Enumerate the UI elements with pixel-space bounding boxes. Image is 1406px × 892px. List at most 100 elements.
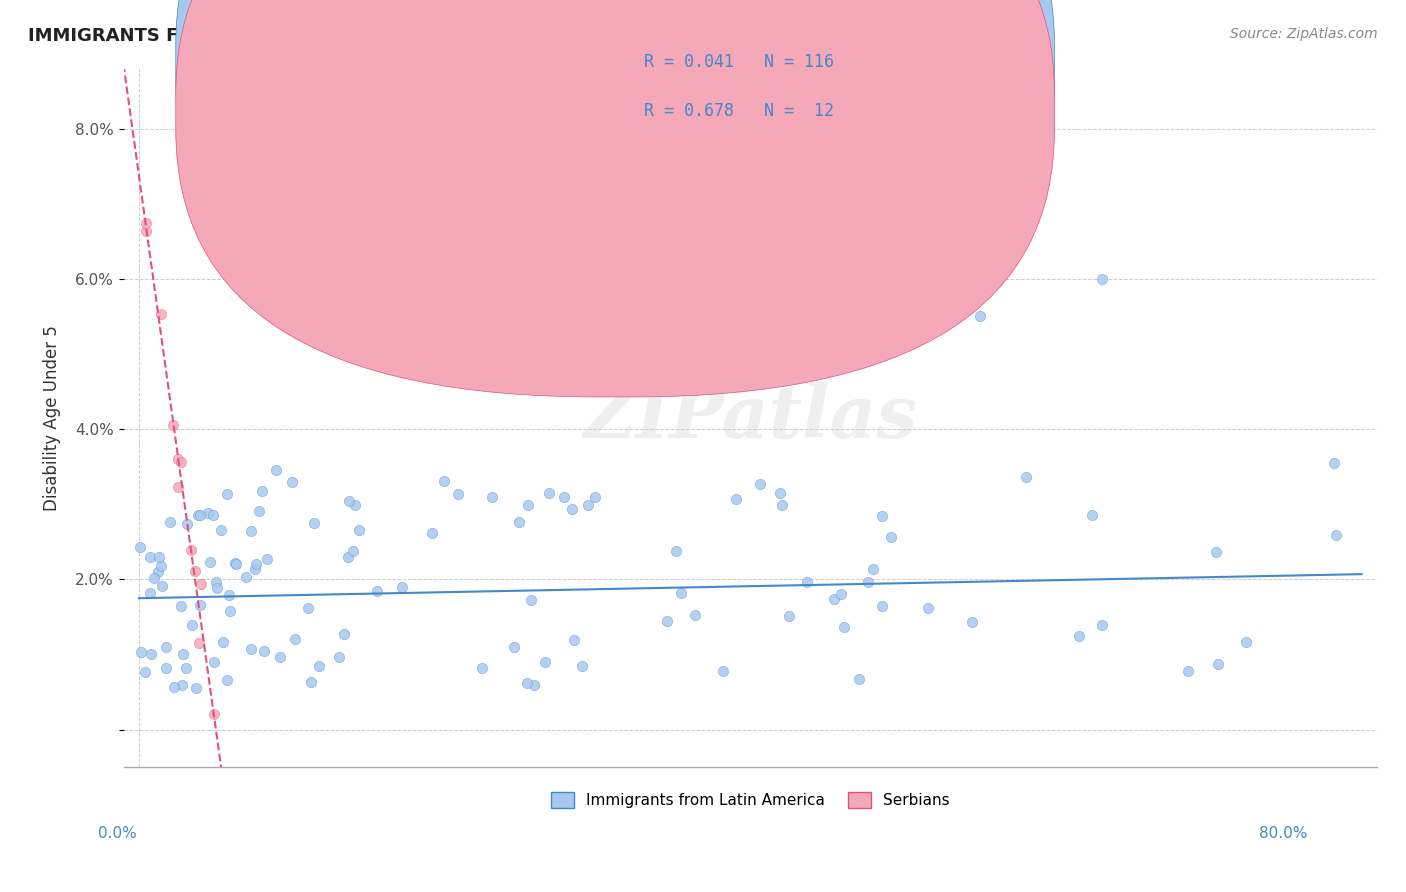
Point bbox=[302, 516, 325, 530]
Point bbox=[862, 562, 884, 576]
Legend: Immigrants from Latin America, Serbians: Immigrants from Latin America, Serbians bbox=[543, 784, 957, 815]
Point bbox=[571, 659, 593, 673]
Point bbox=[235, 569, 257, 583]
Point bbox=[447, 487, 470, 501]
Point bbox=[534, 655, 557, 669]
Point bbox=[1205, 545, 1227, 559]
Point bbox=[174, 661, 197, 675]
Point bbox=[553, 490, 575, 504]
Point bbox=[1234, 634, 1257, 648]
Point bbox=[969, 310, 991, 324]
Point bbox=[342, 544, 364, 558]
Point bbox=[796, 575, 818, 590]
Point bbox=[366, 584, 388, 599]
Point bbox=[155, 640, 177, 655]
Point bbox=[170, 599, 193, 613]
Point bbox=[917, 601, 939, 615]
Point bbox=[508, 516, 530, 530]
Point bbox=[769, 485, 792, 500]
Point bbox=[163, 680, 186, 694]
Point bbox=[870, 508, 893, 523]
Point bbox=[1177, 664, 1199, 678]
Point bbox=[253, 644, 276, 658]
Point bbox=[142, 571, 165, 585]
Point bbox=[149, 559, 172, 574]
Point bbox=[170, 678, 193, 692]
Point bbox=[188, 508, 211, 522]
Point bbox=[183, 564, 205, 578]
Point bbox=[188, 598, 211, 612]
Point bbox=[172, 647, 194, 661]
Point bbox=[176, 516, 198, 531]
Point bbox=[150, 579, 173, 593]
Point bbox=[517, 498, 540, 512]
Text: R = 0.041   N = 116: R = 0.041 N = 116 bbox=[644, 54, 834, 71]
Point bbox=[471, 661, 494, 675]
Point bbox=[537, 486, 560, 500]
Y-axis label: Disability Age Under 5: Disability Age Under 5 bbox=[44, 325, 60, 511]
Point bbox=[281, 475, 304, 489]
Text: Source: ZipAtlas.com: Source: ZipAtlas.com bbox=[1230, 27, 1378, 41]
Point bbox=[724, 492, 747, 507]
Point bbox=[332, 627, 354, 641]
Point bbox=[239, 642, 262, 657]
Point bbox=[149, 307, 172, 321]
Point bbox=[1208, 657, 1230, 672]
Point bbox=[299, 675, 322, 690]
Point bbox=[146, 565, 169, 579]
Point bbox=[139, 586, 162, 600]
Point bbox=[247, 503, 270, 517]
Point bbox=[167, 480, 190, 494]
Point bbox=[205, 575, 228, 590]
Point bbox=[190, 577, 212, 591]
Point bbox=[198, 555, 221, 569]
Point bbox=[180, 618, 202, 632]
Point bbox=[520, 592, 543, 607]
Point bbox=[823, 591, 845, 606]
Point bbox=[155, 661, 177, 675]
Point bbox=[337, 494, 360, 508]
Point bbox=[1091, 272, 1114, 286]
Point bbox=[848, 673, 870, 687]
Point bbox=[502, 640, 524, 654]
Point bbox=[225, 557, 247, 571]
Point bbox=[1091, 617, 1114, 632]
Point bbox=[711, 664, 734, 678]
Point bbox=[1069, 630, 1091, 644]
Point bbox=[170, 455, 193, 469]
Point bbox=[166, 452, 188, 467]
Point bbox=[148, 549, 170, 564]
Point bbox=[657, 614, 679, 628]
Point bbox=[184, 681, 207, 696]
Point bbox=[856, 574, 879, 589]
Point bbox=[343, 499, 366, 513]
Point bbox=[218, 604, 240, 618]
Point bbox=[162, 418, 184, 433]
Point bbox=[748, 477, 770, 491]
Point bbox=[1326, 528, 1348, 542]
Point bbox=[250, 484, 273, 499]
Point bbox=[516, 675, 538, 690]
Point bbox=[770, 498, 793, 512]
Point bbox=[349, 523, 371, 537]
Point bbox=[1323, 456, 1346, 470]
Point bbox=[269, 650, 291, 665]
Point bbox=[665, 544, 688, 558]
Point bbox=[180, 542, 202, 557]
Point bbox=[129, 540, 152, 554]
Point bbox=[683, 608, 706, 623]
Point bbox=[284, 632, 307, 647]
Text: ZIPatlas: ZIPatlas bbox=[583, 383, 917, 453]
Point bbox=[523, 678, 546, 692]
Point bbox=[870, 599, 893, 613]
Point bbox=[576, 498, 599, 512]
Point bbox=[135, 224, 157, 238]
Text: R = 0.678   N =  12: R = 0.678 N = 12 bbox=[644, 103, 834, 120]
Point bbox=[218, 588, 240, 602]
Point bbox=[481, 491, 503, 505]
Point bbox=[583, 491, 606, 505]
Point bbox=[328, 649, 350, 664]
Point bbox=[308, 659, 330, 673]
Point bbox=[135, 217, 157, 231]
Point bbox=[131, 645, 153, 659]
